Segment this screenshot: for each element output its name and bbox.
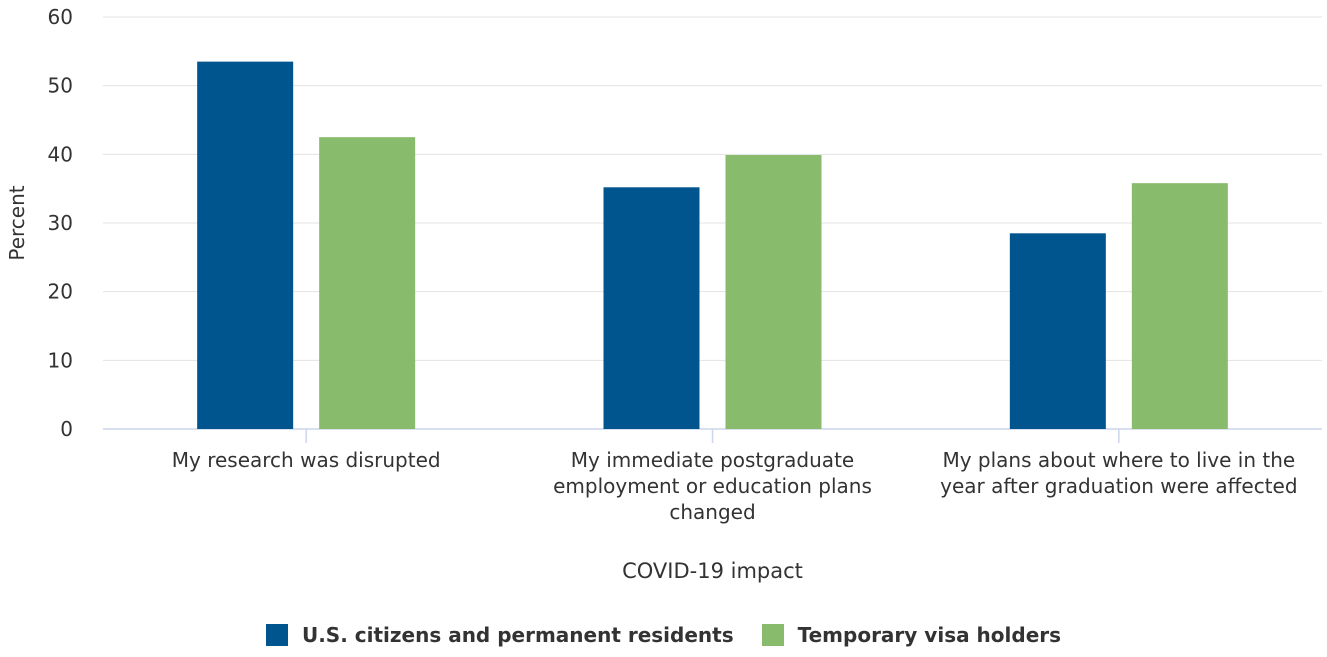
legend-label-visa-holders: Temporary visa holders bbox=[797, 623, 1062, 647]
y-tick-label-40: 40 bbox=[48, 142, 73, 166]
x-tick-label-1: My immediate postgraduate employment or e… bbox=[553, 448, 872, 524]
y-tick-label-0: 0 bbox=[60, 417, 73, 441]
x-tick-label-line: My research was disrupted bbox=[172, 448, 441, 472]
legend-swatch-us-citizens bbox=[265, 624, 288, 646]
bar-series0-cat0 bbox=[197, 61, 294, 430]
bar-series1-cat1 bbox=[725, 155, 822, 429]
bar-series1-cat2 bbox=[1131, 183, 1228, 429]
x-tick-label-line: employment or education plans bbox=[553, 474, 872, 498]
bar-series1-cat0 bbox=[319, 137, 416, 429]
x-tick-label-0: My research was disrupted bbox=[172, 448, 441, 472]
legend-item-visa-holders[interactable]: Temporary visa holders bbox=[761, 623, 1062, 647]
x-tick-label-line: year after graduation were affected bbox=[940, 474, 1297, 498]
y-tick-label-50: 50 bbox=[48, 74, 73, 98]
legend: U.S. citizens and permanent residents Te… bbox=[0, 620, 1327, 650]
x-tick-label-line: My plans about where to live in the bbox=[942, 448, 1295, 472]
y-tick-label-10: 10 bbox=[48, 348, 73, 372]
legend-swatch-visa-holders bbox=[761, 624, 784, 646]
x-tick-label-line: My immediate postgraduate bbox=[571, 448, 854, 472]
x-tick-label-line: changed bbox=[669, 500, 755, 524]
y-tick-label-20: 20 bbox=[48, 280, 73, 304]
x-tick-label-2: My plans about where to live in the year … bbox=[940, 448, 1297, 498]
legend-item-us-citizens[interactable]: U.S. citizens and permanent residents bbox=[265, 623, 734, 647]
bar-series0-cat1 bbox=[603, 187, 700, 429]
y-tick-label-30: 30 bbox=[48, 211, 73, 235]
x-axis-title: COVID-19 impact bbox=[622, 559, 803, 583]
y-axis-title: Percent bbox=[5, 185, 29, 260]
legend-label-us-citizens: U.S. citizens and permanent residents bbox=[301, 623, 734, 647]
y-tick-label-60: 60 bbox=[48, 5, 73, 29]
bar-series0-cat2 bbox=[1009, 233, 1106, 429]
